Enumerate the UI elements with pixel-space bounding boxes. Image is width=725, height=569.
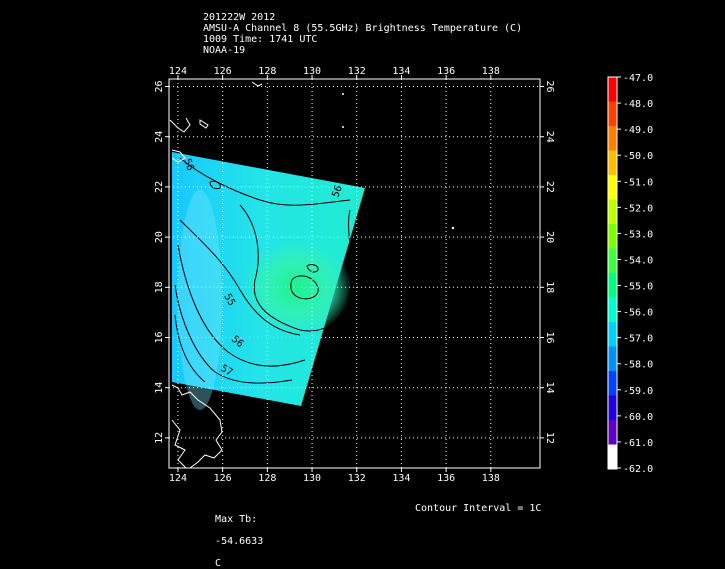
colorbar-segment (608, 371, 617, 396)
axis-tick-labels: 124 124 126 126 128 128 130 130 132 132 134 134 136 1… (154, 66, 555, 484)
colorbar-label: -53.0 (623, 229, 653, 240)
lon-tick-label-top: 126 (214, 66, 232, 77)
colorbar-label: -62.0 (623, 464, 653, 475)
island-north (251, 81, 263, 87)
satellite-line: NOAA-19 (203, 45, 246, 56)
channel-line: AMSU-A Channel 8 (55.5GHz) Brightness Te… (203, 23, 523, 34)
colorbar-label: -52.0 (623, 203, 653, 214)
lon-tick-label-top: 138 (482, 66, 500, 77)
lat-tick-label-left: 18 (154, 281, 165, 293)
lon-tick-label-top: 124 (169, 66, 187, 77)
lon-tick-label-bottom: 124 (169, 473, 187, 484)
lon-tick-label-bottom: 136 (437, 473, 455, 484)
warm-core-region (242, 240, 352, 336)
colorbar-label: -56.0 (623, 308, 653, 319)
island-east-china (171, 149, 186, 163)
storm-id-line: 201222W 2012 (203, 12, 276, 23)
colorbar-label: -59.0 (623, 386, 653, 397)
lat-tick-label-right: 26 (544, 81, 555, 93)
colorbar-segment (608, 444, 617, 470)
title-block: 201222W 2012 AMSU-A Channel 8 (55.5GHz) … (203, 12, 522, 56)
colorbar-segment (608, 126, 617, 151)
brightness-temperature-map: 124 124 126 126 128 128 130 130 132 132 134 134 136 1… (154, 66, 653, 484)
lat-tick-label-left: 16 (154, 331, 165, 343)
colorbar-frame (607, 76, 618, 470)
colorbar: -47.0 -48.0 -49.0 -50.0 -51.0 -52.0 -53.0 -54.0… (607, 73, 653, 475)
lat-tick-label-left: 24 (154, 131, 165, 143)
lat-tick-label-right: 14 (544, 382, 555, 394)
colorbar-segment (608, 101, 617, 127)
contour-label: 57 (219, 363, 235, 379)
lat-lon-grid (165, 75, 544, 472)
colorbar-segment (608, 346, 617, 372)
colorbar-segment (608, 77, 617, 102)
colorbar-segment (608, 273, 617, 298)
time-line: 1009 Time: 1741 UTC (203, 34, 318, 45)
colorbar-label: -50.0 (623, 151, 653, 162)
map-frame (168, 78, 541, 469)
colorbar-segment (608, 199, 617, 225)
colorbar-label: -57.0 (623, 334, 653, 345)
colorbar-segment (608, 420, 617, 445)
max-tb-unit: C (215, 558, 222, 569)
lon-tick-label-top: 132 (348, 66, 366, 77)
coastline-luzon (171, 384, 223, 469)
max-tb-label: Max Tb: (215, 514, 258, 525)
contour-label: 56 (181, 157, 195, 172)
lon-tick-label-bottom: 138 (482, 473, 500, 484)
island-okinawa (199, 119, 209, 129)
lon-tick-label-bottom: 128 (258, 473, 276, 484)
colorbar-label: -49.0 (623, 125, 653, 136)
max-tb-value: -54.6633 (215, 536, 264, 547)
lat-tick-label-left: 14 (154, 382, 165, 394)
colorbar-segment (608, 150, 617, 176)
lat-tick-label-right: 12 (544, 432, 555, 444)
lat-tick-label-left: 12 (154, 432, 165, 444)
lon-tick-label-top: 136 (437, 66, 455, 77)
colorbar-label: -58.0 (623, 360, 653, 371)
coastline-visayas (171, 419, 187, 469)
lat-tick-label-right: 22 (544, 181, 555, 193)
lon-tick-label-bottom: 132 (348, 473, 366, 484)
contour-lines (174, 157, 352, 384)
lon-tick-label-bottom: 126 (214, 473, 232, 484)
colorbar-label: -51.0 (623, 177, 653, 188)
contour-label: 55 (221, 292, 237, 308)
lat-tick-label-left: 20 (154, 231, 165, 243)
colorbar-label: -61.0 (623, 438, 653, 449)
coastline-taiwan (169, 117, 191, 133)
colorbar-label: -48.0 (623, 99, 653, 110)
island-dot-2 (342, 126, 344, 128)
contour-label: 56 (330, 184, 344, 199)
colorbar-segment (608, 175, 617, 200)
lat-tick-label-left: 26 (154, 81, 165, 93)
max-tb-readout: Max Tb: -54.6633 C (203, 503, 263, 569)
colorbar-segment (608, 248, 617, 274)
lat-tick-label-left: 22 (154, 181, 165, 193)
lat-tick-label-right: 24 (544, 131, 555, 143)
colorbar-label: -54.0 (623, 255, 653, 266)
lat-tick-label-right: 20 (544, 231, 555, 243)
lon-tick-label-bottom: 130 (303, 473, 321, 484)
colorbar-label: -60.0 (623, 412, 653, 423)
colorbar-label: -55.0 (623, 282, 653, 293)
lon-tick-label-top: 134 (392, 66, 410, 77)
coastline-outlines (169, 81, 263, 469)
island-dot-3 (451, 226, 455, 230)
colorbar-segment (608, 297, 617, 323)
lon-tick-label-bottom: 134 (392, 473, 410, 484)
colorbar-segment (608, 322, 617, 347)
lon-tick-label-top: 128 (258, 66, 276, 77)
contour-interval-text: Contour Interval = 1C (415, 503, 542, 514)
colorbar-segment (608, 224, 617, 249)
island-dot-1 (342, 93, 344, 95)
lon-tick-label-top: 130 (303, 66, 321, 77)
light-band (178, 190, 222, 410)
colorbar-segment (608, 395, 617, 421)
lat-tick-label-right: 16 (544, 331, 555, 343)
colorbar-label: -47.0 (623, 73, 653, 84)
lat-tick-label-right: 18 (544, 281, 555, 293)
